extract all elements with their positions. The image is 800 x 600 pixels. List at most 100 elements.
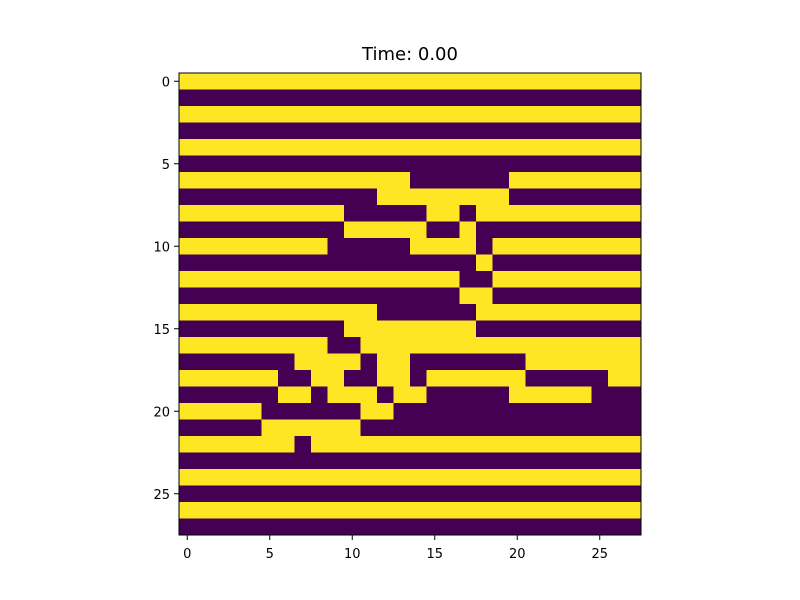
heatmap-cell xyxy=(525,469,543,486)
heatmap-cell xyxy=(261,304,279,321)
heatmap-cell xyxy=(509,73,526,90)
heatmap-cell xyxy=(245,419,262,437)
heatmap-cell xyxy=(558,287,576,305)
heatmap-cell xyxy=(624,73,642,90)
heatmap-cell xyxy=(476,122,493,140)
heatmap-cell xyxy=(179,485,196,503)
heatmap-cell xyxy=(459,436,477,453)
heatmap-cell xyxy=(509,419,526,437)
heatmap-cell xyxy=(591,221,609,239)
heatmap-cell xyxy=(410,469,427,486)
heatmap-cell xyxy=(575,502,592,519)
heatmap-cell xyxy=(575,221,592,239)
heatmap-cell xyxy=(261,155,279,173)
heatmap-cell xyxy=(278,353,295,371)
heatmap-cell xyxy=(195,320,213,338)
heatmap-cell xyxy=(212,386,229,404)
heatmap-cell xyxy=(261,271,279,288)
heatmap-cell xyxy=(195,221,213,239)
heatmap-cell xyxy=(608,106,625,123)
heatmap-cell xyxy=(294,386,312,404)
heatmap-cell xyxy=(195,403,213,420)
heatmap-cell xyxy=(575,403,592,420)
heatmap-cell xyxy=(459,353,477,371)
heatmap-cell xyxy=(228,205,246,222)
heatmap-cell xyxy=(542,337,559,354)
heatmap-cell xyxy=(476,238,493,255)
heatmap-cell xyxy=(542,73,559,90)
heatmap-cell xyxy=(476,271,493,288)
heatmap-cell xyxy=(360,188,378,206)
heatmap-cell xyxy=(344,304,361,321)
heatmap-cell xyxy=(228,403,246,420)
heatmap-cell xyxy=(476,254,493,272)
heatmap-cell xyxy=(393,353,411,371)
heatmap-cell xyxy=(410,172,427,189)
heatmap-cell xyxy=(608,254,625,272)
heatmap-cell xyxy=(278,469,295,486)
heatmap-cell xyxy=(327,337,345,354)
heatmap-cell xyxy=(393,106,411,123)
heatmap-cell xyxy=(311,485,328,503)
heatmap-cell xyxy=(195,139,213,156)
heatmap-cell xyxy=(245,73,262,90)
heatmap-cell xyxy=(377,73,394,90)
heatmap-cell xyxy=(608,304,625,321)
heatmap-cell xyxy=(195,172,213,189)
heatmap-cell xyxy=(542,238,559,255)
heatmap-cell xyxy=(558,386,576,404)
heatmap-cell xyxy=(261,518,279,536)
heatmap-cell xyxy=(228,221,246,239)
heatmap-cell xyxy=(195,287,213,305)
heatmap-cell xyxy=(558,188,576,206)
heatmap-cell xyxy=(278,485,295,503)
heatmap-cell xyxy=(443,403,460,420)
heatmap-cell xyxy=(179,502,196,519)
heatmap-cell xyxy=(377,122,394,140)
heatmap-cell xyxy=(327,304,345,321)
heatmap-cell xyxy=(443,221,460,239)
heatmap-cell xyxy=(179,73,196,90)
heatmap-cell xyxy=(426,485,444,503)
heatmap-cell xyxy=(426,518,444,536)
heatmap-cell xyxy=(360,238,378,255)
heatmap-cell xyxy=(179,254,196,272)
heatmap-cell xyxy=(212,254,229,272)
heatmap-cell xyxy=(393,485,411,503)
heatmap-cell xyxy=(459,469,477,486)
heatmap-cell xyxy=(228,304,246,321)
heatmap-cell xyxy=(228,172,246,189)
heatmap-cell xyxy=(261,337,279,354)
heatmap-cell xyxy=(624,436,642,453)
heatmap-cell xyxy=(212,155,229,173)
heatmap-cell xyxy=(608,271,625,288)
heatmap-cell xyxy=(492,122,510,140)
heatmap-cell xyxy=(476,320,493,338)
heatmap-cell xyxy=(327,271,345,288)
heatmap-cell xyxy=(608,287,625,305)
heatmap-cell xyxy=(525,403,543,420)
heatmap-cell xyxy=(311,337,328,354)
heatmap-cell xyxy=(509,89,526,107)
heatmap-cell xyxy=(245,518,262,536)
heatmap-cell xyxy=(311,518,328,536)
heatmap-cell xyxy=(492,469,510,486)
heatmap-cell xyxy=(278,287,295,305)
heatmap-cell xyxy=(377,469,394,486)
heatmap-cell xyxy=(476,106,493,123)
heatmap-cell xyxy=(575,320,592,338)
heatmap-cell xyxy=(179,320,196,338)
heatmap-cell xyxy=(294,238,312,255)
heatmap-cell xyxy=(492,254,510,272)
heatmap-cell xyxy=(245,452,262,470)
heatmap-cell xyxy=(377,172,394,189)
heatmap-cell xyxy=(245,122,262,140)
heatmap-cell xyxy=(591,337,609,354)
heatmap-cell xyxy=(492,139,510,156)
heatmap-cell xyxy=(426,337,444,354)
heatmap-cell xyxy=(393,172,411,189)
heatmap-cell xyxy=(294,518,312,536)
heatmap-cell xyxy=(393,304,411,321)
heatmap-cell xyxy=(212,452,229,470)
